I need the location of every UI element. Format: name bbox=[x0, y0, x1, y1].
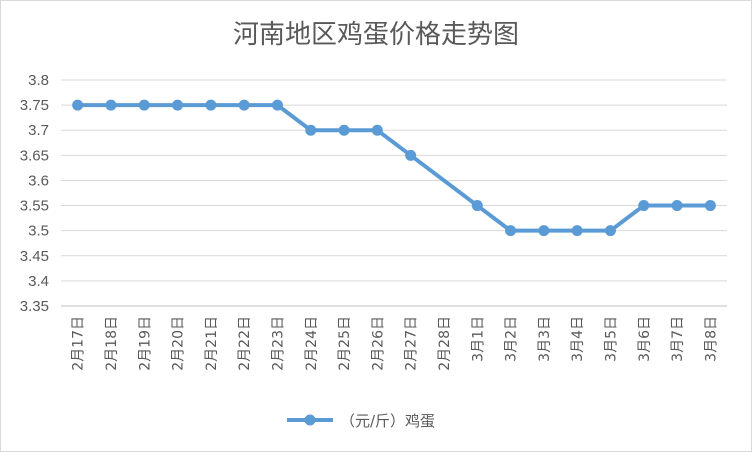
x-tick-label: 2月25日 bbox=[337, 316, 353, 371]
data-point bbox=[371, 124, 383, 136]
x-tick-label: 3月4日 bbox=[570, 316, 586, 362]
y-tick-label: 3.35 bbox=[20, 298, 49, 315]
x-tick-label: 3月5日 bbox=[603, 316, 619, 362]
x-tick-label: 2月21日 bbox=[204, 316, 220, 371]
data-point bbox=[471, 200, 483, 212]
y-tick-label: 3.45 bbox=[20, 248, 49, 265]
x-tick-label: 2月27日 bbox=[404, 316, 420, 371]
chart-title: 河南地区鸡蛋价格走势图 bbox=[232, 20, 519, 50]
data-point bbox=[305, 124, 317, 136]
series-line bbox=[75, 103, 713, 233]
y-tick-label: 3.4 bbox=[28, 273, 49, 290]
x-tick-label: 2月23日 bbox=[270, 316, 286, 371]
data-point bbox=[571, 225, 583, 237]
x-tick-label: 2月19日 bbox=[137, 316, 153, 371]
data-point bbox=[72, 99, 84, 111]
y-tick-label: 3.8 bbox=[28, 72, 49, 89]
data-point bbox=[505, 225, 517, 237]
y-tick-label: 3.55 bbox=[20, 198, 49, 215]
data-point bbox=[338, 124, 350, 136]
x-tick-label: 2月26日 bbox=[370, 316, 386, 371]
x-tick-label: 3月7日 bbox=[670, 316, 686, 362]
x-tick-label: 2月17日 bbox=[71, 316, 87, 371]
data-point bbox=[205, 99, 217, 111]
x-tick-label: 2月22日 bbox=[237, 316, 253, 371]
gridlines bbox=[61, 79, 727, 307]
x-tick-label: 3月3日 bbox=[537, 316, 553, 362]
x-axis-ticks: 2月17日 2月18日 2月19日 2月20日 2月21日 2月22日 2月23日 2月24日… bbox=[71, 316, 720, 371]
data-point bbox=[704, 200, 716, 212]
legend-label: （元/斤）鸡蛋 bbox=[340, 412, 435, 430]
data-point bbox=[271, 99, 283, 111]
data-point bbox=[138, 99, 150, 111]
data-point bbox=[238, 99, 250, 111]
x-tick-label: 3月6日 bbox=[637, 316, 653, 362]
data-point bbox=[172, 99, 184, 111]
data-point bbox=[671, 200, 683, 212]
y-tick-label: 3.5 bbox=[28, 223, 49, 240]
data-point bbox=[405, 149, 417, 161]
y-tick-label: 3.65 bbox=[20, 147, 49, 164]
x-tick-label: 2月28日 bbox=[437, 316, 453, 371]
x-tick-label: 2月20日 bbox=[171, 316, 187, 371]
x-tick-label: 2月24日 bbox=[304, 316, 320, 371]
legend: （元/斤）鸡蛋 bbox=[287, 412, 435, 430]
data-point bbox=[638, 200, 650, 212]
x-tick-label: 2月18日 bbox=[104, 316, 120, 371]
y-axis-ticks: 3.35 3.4 3.45 3.5 3.55 3.6 3.65 3.7 3.75 3.8 bbox=[20, 72, 49, 315]
y-tick-label: 3.75 bbox=[20, 97, 49, 114]
x-tick-label: 3月8日 bbox=[703, 316, 719, 362]
y-tick-label: 3.7 bbox=[28, 122, 49, 139]
series-layer bbox=[72, 99, 716, 237]
data-point bbox=[604, 225, 616, 237]
legend-marker bbox=[304, 414, 316, 426]
y-tick-label: 3.6 bbox=[28, 172, 49, 189]
x-tick-label: 3月1日 bbox=[470, 316, 486, 362]
data-point bbox=[538, 225, 550, 237]
x-tick-label: 3月2日 bbox=[504, 316, 520, 362]
data-point bbox=[105, 99, 117, 111]
